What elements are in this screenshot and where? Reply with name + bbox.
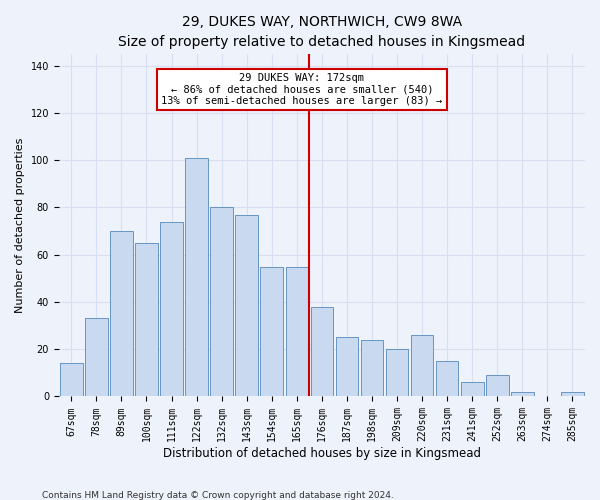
Bar xyxy=(561,392,584,396)
Bar xyxy=(160,222,183,396)
Text: Contains HM Land Registry data © Crown copyright and database right 2024.: Contains HM Land Registry data © Crown c… xyxy=(42,490,394,500)
Title: 29, DUKES WAY, NORTHWICH, CW9 8WA
Size of property relative to detached houses i: 29, DUKES WAY, NORTHWICH, CW9 8WA Size o… xyxy=(118,15,526,48)
Bar xyxy=(335,338,358,396)
Bar xyxy=(211,208,233,396)
Bar xyxy=(436,361,458,396)
Y-axis label: Number of detached properties: Number of detached properties xyxy=(15,138,25,313)
Bar xyxy=(85,318,107,396)
Bar xyxy=(286,266,308,396)
Bar xyxy=(461,382,484,396)
Bar xyxy=(135,243,158,396)
Bar xyxy=(110,231,133,396)
Bar xyxy=(386,349,409,397)
Bar xyxy=(185,158,208,396)
Bar xyxy=(260,266,283,396)
Bar xyxy=(361,340,383,396)
X-axis label: Distribution of detached houses by size in Kingsmead: Distribution of detached houses by size … xyxy=(163,447,481,460)
Bar xyxy=(235,214,258,396)
Bar xyxy=(511,392,533,396)
Bar xyxy=(411,335,433,396)
Bar xyxy=(486,375,509,396)
Text: 29 DUKES WAY: 172sqm
← 86% of detached houses are smaller (540)
13% of semi-deta: 29 DUKES WAY: 172sqm ← 86% of detached h… xyxy=(161,72,442,106)
Bar xyxy=(60,364,83,396)
Bar xyxy=(311,306,333,396)
